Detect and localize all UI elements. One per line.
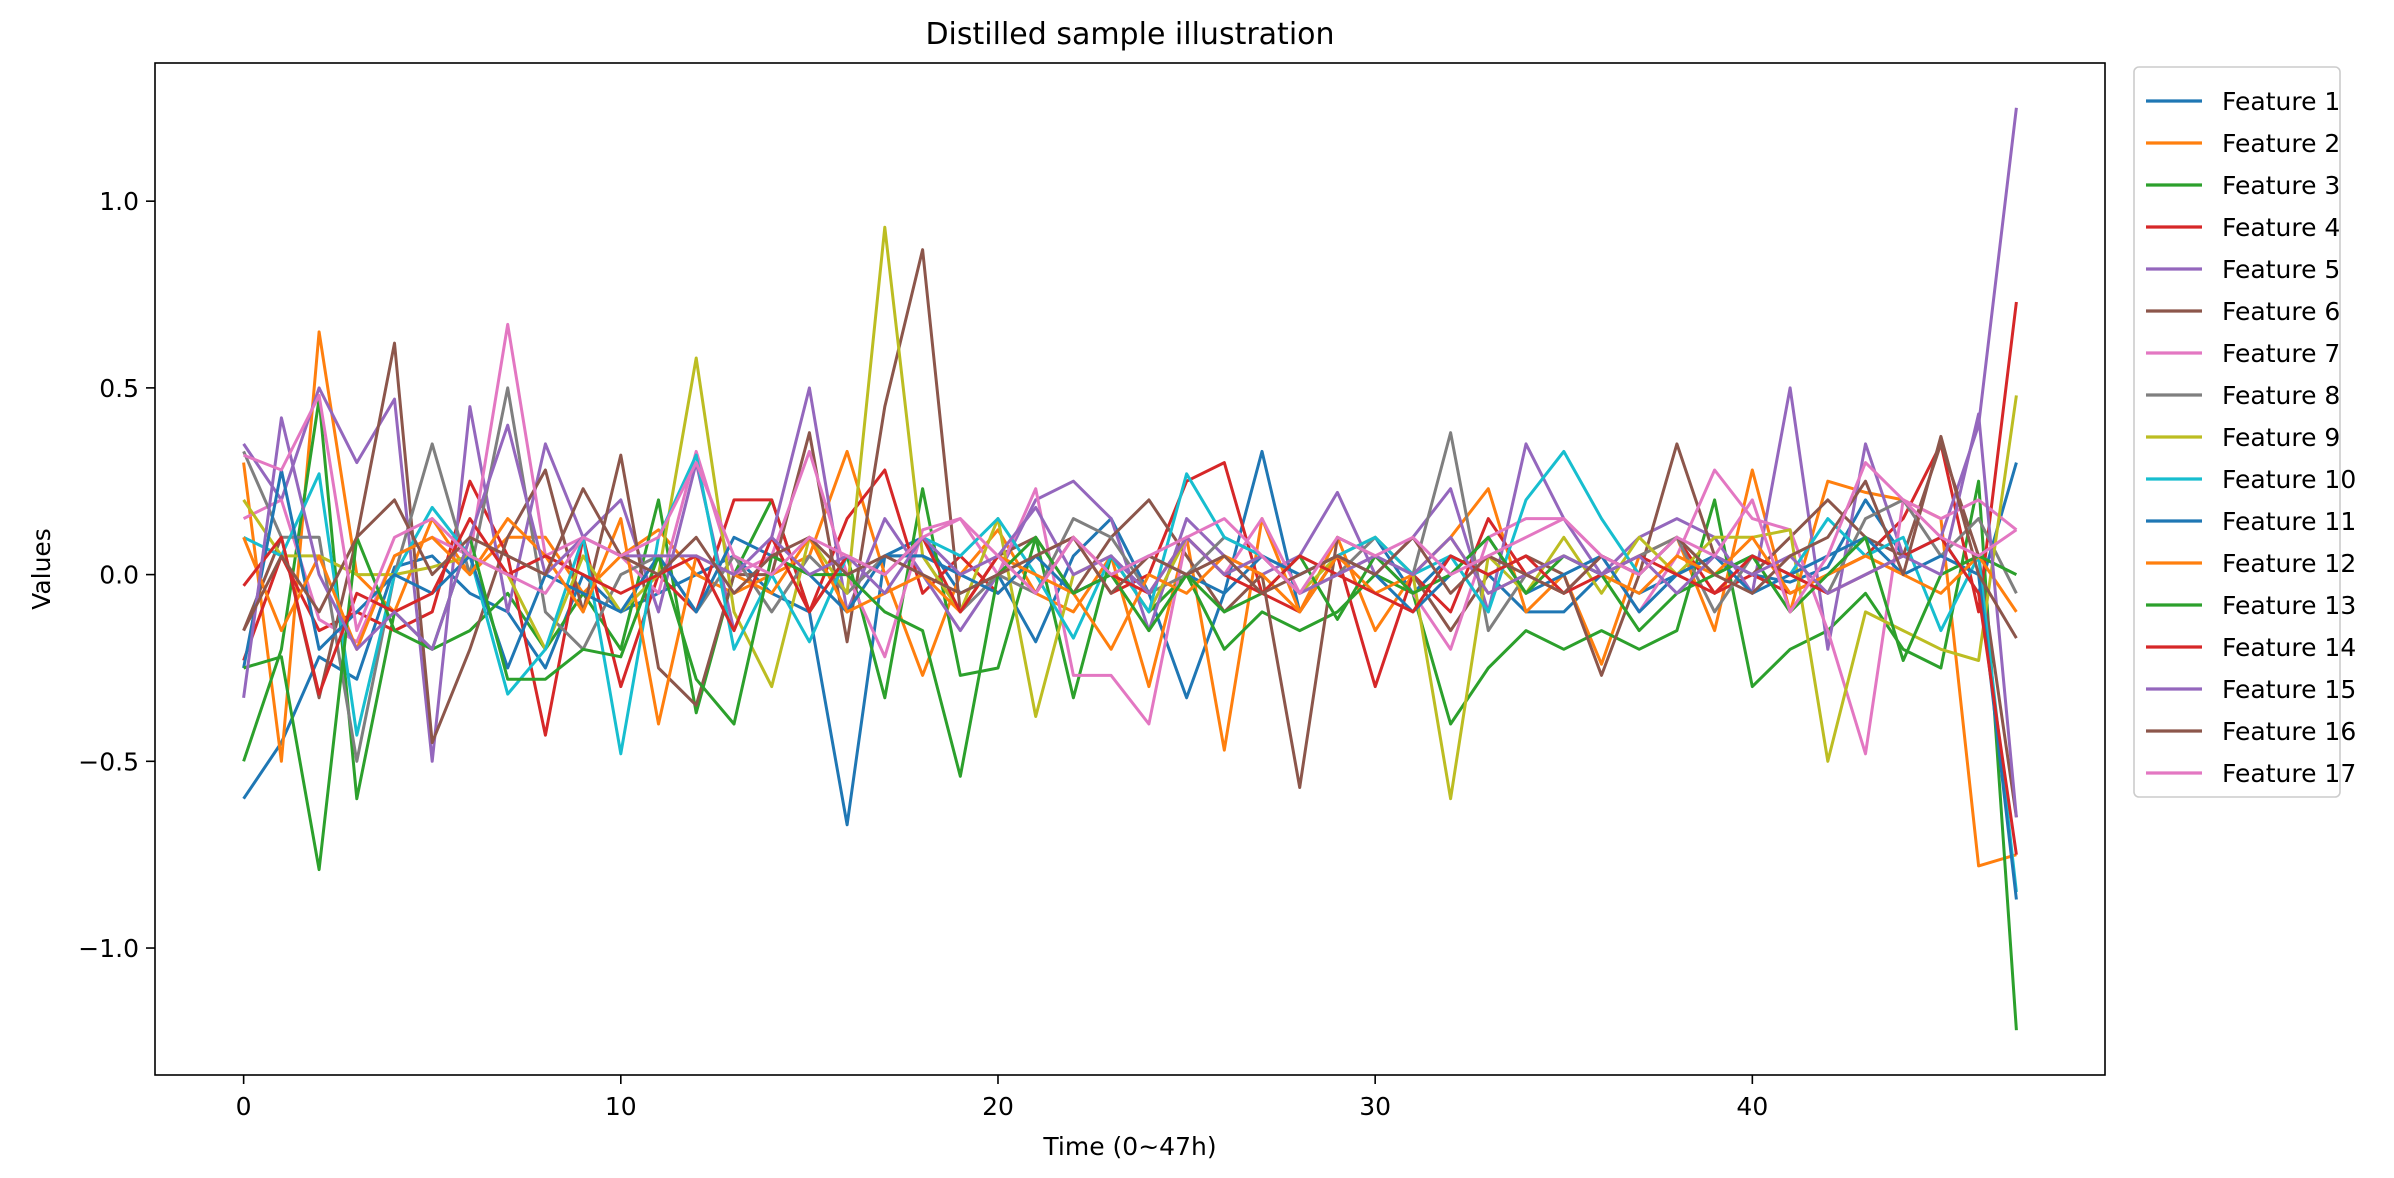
legend-label: Feature 1 [2222, 87, 2340, 116]
x-tick-label: 0 [236, 1092, 252, 1121]
legend-label: Feature 9 [2222, 423, 2340, 452]
x-tick-label: 30 [1359, 1092, 1391, 1121]
legend-label: Feature 10 [2222, 465, 2356, 494]
x-axis-label: Time (0~47h) [1042, 1132, 1216, 1161]
plot-lines [242, 107, 2018, 1031]
y-tick-label: 1.0 [99, 187, 139, 216]
legend-label: Feature 8 [2222, 381, 2340, 410]
series-line-13 [243, 535, 2018, 872]
series-line-16 [242, 434, 2018, 639]
y-tick-label: −0.5 [78, 747, 139, 776]
x-tick-label: 10 [605, 1092, 637, 1121]
y-tick-label: 0.0 [99, 561, 139, 590]
legend-label: Feature 4 [2222, 213, 2340, 242]
legend-label: Feature 5 [2222, 255, 2340, 284]
y-tick-label: 0.5 [99, 374, 139, 403]
legend-label: Feature 13 [2222, 591, 2356, 620]
legend-box [2133, 66, 2341, 798]
legend-label: Feature 12 [2222, 549, 2356, 578]
legend-label: Feature 15 [2222, 675, 2356, 704]
legend-label: Feature 6 [2222, 297, 2340, 326]
series-line-7 [242, 322, 2018, 756]
x-tick-label: 20 [982, 1092, 1014, 1121]
legend-label: Feature 11 [2222, 507, 2356, 536]
series-line-14 [242, 517, 2018, 855]
y-tick-label: −1.0 [78, 934, 139, 963]
x-axis: 0 10 20 30 40 [236, 1075, 1768, 1121]
legend-label: Feature 3 [2222, 171, 2340, 200]
y-axis-label: Values [27, 528, 56, 610]
legend-label: Feature 16 [2222, 717, 2356, 746]
legend-label: Feature 14 [2222, 633, 2356, 662]
legend: Feature 1 Feature 2 Feature 3 Feature 4 Feat… [2133, 66, 2356, 798]
legend-label: Feature 2 [2222, 129, 2340, 158]
plot-area-frame [154, 62, 2106, 1076]
y-axis: −1.0 −0.5 0.0 0.5 1.0 [78, 187, 155, 963]
chart-title: Distilled sample illustration [925, 17, 1334, 52]
legend-label: Feature 17 [2222, 759, 2356, 788]
series-line-17 [243, 393, 2018, 633]
legend-label: Feature 7 [2222, 339, 2340, 368]
x-tick-label: 40 [1736, 1092, 1768, 1121]
